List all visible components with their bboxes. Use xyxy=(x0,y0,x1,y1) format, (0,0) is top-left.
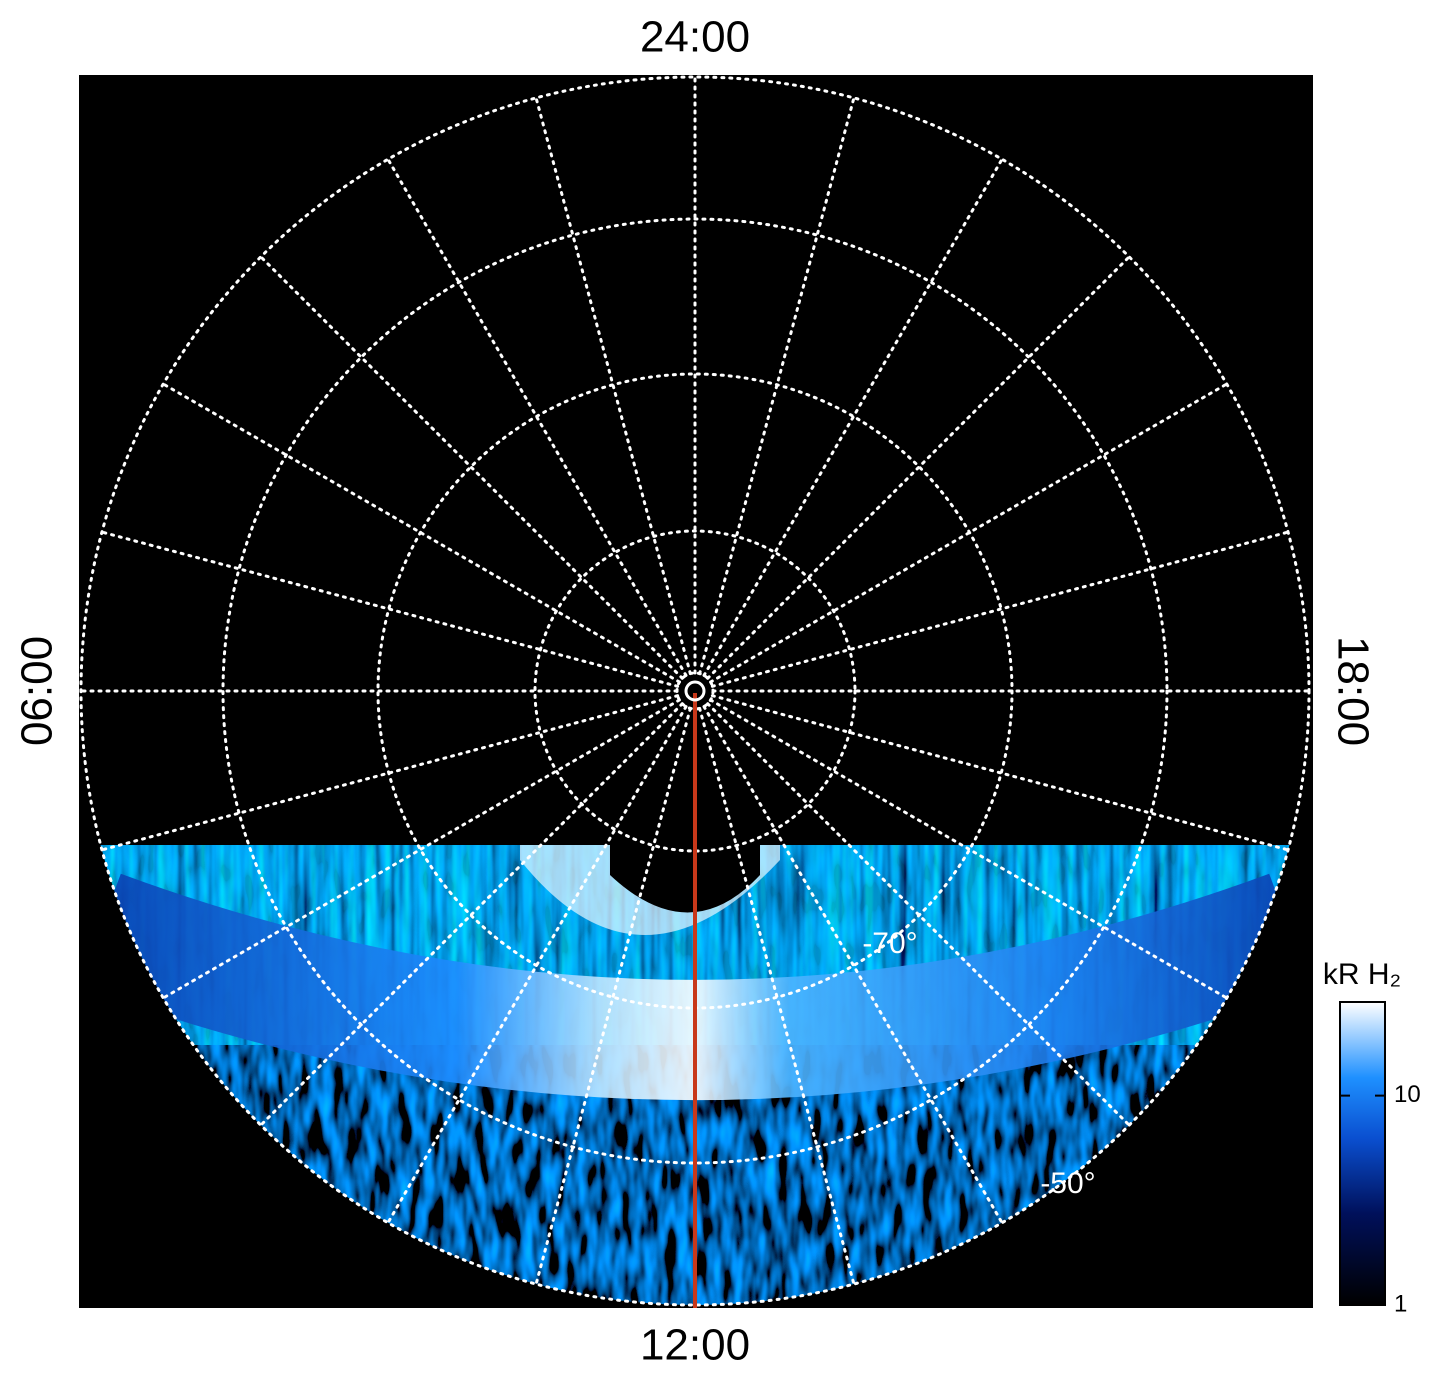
meridian xyxy=(386,705,688,1225)
time-label: 12:00 xyxy=(640,1321,750,1370)
meridian xyxy=(259,702,684,1127)
latitude-circle xyxy=(221,217,1169,1165)
colorbar-ticks: 1 10 xyxy=(1340,1081,1421,1317)
latitude-label: -70° xyxy=(862,927,917,960)
meridian xyxy=(259,255,684,680)
latitude-circle xyxy=(79,75,1311,1307)
meridian xyxy=(698,96,856,676)
latitude-label: -50° xyxy=(1040,1167,1095,1200)
meridian xyxy=(702,705,1004,1225)
colorbar-tick-label: 1 xyxy=(1394,1290,1407,1317)
pole-marker xyxy=(684,680,706,702)
meridian xyxy=(534,706,692,1286)
time-label: 18:00 xyxy=(1328,636,1377,746)
time-label: 24:00 xyxy=(640,13,750,62)
meridian xyxy=(709,382,1229,684)
colorbar-tick-label: 10 xyxy=(1394,1081,1421,1108)
meridian xyxy=(100,530,680,688)
meridian xyxy=(702,157,1004,677)
colorbar xyxy=(1339,1001,1386,1306)
meridian xyxy=(534,96,692,676)
meridian xyxy=(698,706,856,1286)
meridian xyxy=(710,530,1290,688)
meridian xyxy=(386,157,688,677)
meridian xyxy=(161,382,681,684)
meridian xyxy=(709,698,1229,1000)
meridian xyxy=(706,255,1131,680)
meridian xyxy=(706,702,1131,1127)
colorbar-title: kR H₂ xyxy=(1323,958,1401,991)
meridian xyxy=(710,694,1290,852)
meridian xyxy=(100,694,680,852)
time-label: 06:00 xyxy=(13,636,62,746)
meridian xyxy=(161,698,681,1000)
